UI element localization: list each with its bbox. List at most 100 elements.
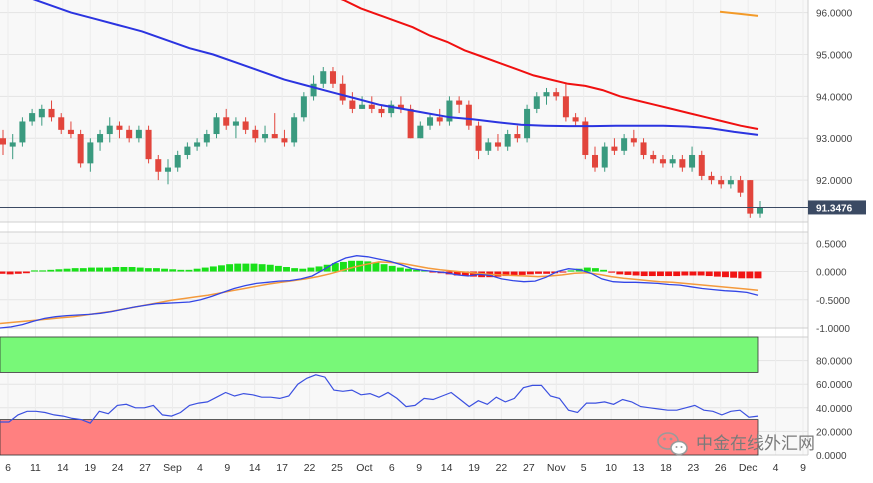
macd-histogram-bar: [299, 268, 307, 272]
current-price-value: 91.3476: [816, 203, 853, 214]
macd-histogram-bar: [71, 268, 79, 272]
candle-body: [203, 134, 210, 143]
macd-histogram-bar: [348, 260, 356, 272]
candle-body: [650, 154, 657, 160]
candle-body: [427, 117, 434, 126]
y-tick-label: 20.0000: [816, 427, 853, 438]
x-tick-label: Nov: [547, 462, 566, 474]
macd-histogram-bar: [0, 271, 6, 274]
macd-histogram-bar: [372, 262, 380, 272]
candle-body: [232, 121, 239, 126]
watermark-text: 中金在线外汇网: [696, 434, 815, 454]
candle-body: [349, 100, 356, 109]
rsi-line: [0, 374, 759, 424]
x-tick-label: 4: [197, 462, 203, 474]
candle-body: [689, 154, 696, 168]
y-tick-label: 92.0000: [816, 176, 853, 187]
candle-body: [601, 146, 608, 168]
y-tick-label: 0.5000: [816, 239, 847, 250]
x-tick-label: 6: [5, 462, 11, 474]
macd-histogram-bar: [209, 266, 217, 272]
candle-body: [223, 117, 230, 126]
y-tick-label: 60.0000: [816, 380, 853, 391]
y-tick-label: 95.0000: [816, 50, 853, 61]
candle-body: [747, 180, 754, 214]
x-axis-labels: 6 11 14 19 24 27 Sep 4 9 14 17 22 25 Oct 6 9 14 19 22 27 Nov…: [5, 462, 806, 474]
x-tick-label: 19: [84, 462, 96, 474]
candle-body: [213, 117, 220, 135]
macd-histogram-bar: [746, 271, 754, 279]
macd-histogram-bar: [161, 268, 169, 272]
candle-body: [0, 138, 7, 145]
macd-histogram-bar: [31, 270, 38, 272]
candle-body: [475, 125, 482, 151]
candle-body: [310, 83, 317, 97]
price-panel: [0, 0, 808, 222]
x-tick-label: 11: [30, 462, 41, 474]
macd-histogram-bar: [258, 264, 266, 272]
candle-body: [494, 142, 501, 147]
macd-histogram-bar: [730, 271, 738, 278]
macd-histogram-bar: [624, 271, 632, 275]
macd-histogram-bar: [177, 269, 185, 272]
macd-histogram-bar: [96, 267, 104, 272]
macd-histogram-bar: [266, 264, 274, 272]
x-tick-label: 27: [139, 462, 151, 474]
x-tick-label: 17: [276, 462, 288, 474]
candle-body: [252, 129, 259, 139]
candle-body: [329, 71, 336, 84]
candle-body: [19, 121, 26, 143]
x-tick-label: 13: [633, 462, 645, 474]
macd-histogram-bar: [128, 267, 136, 272]
x-tick-label: 14: [441, 462, 453, 474]
y-tick-label: -0.5000: [816, 296, 850, 307]
macd-histogram-bar: [600, 269, 608, 272]
macd-histogram-bar: [722, 271, 729, 278]
macd-histogram-bar: [120, 267, 128, 272]
candle-body: [339, 83, 346, 101]
candle-body: [436, 117, 443, 122]
macd-histogram-bar: [234, 263, 242, 272]
candle-body: [592, 154, 599, 168]
watermark: 中金在线外汇网: [657, 432, 815, 456]
candle-body: [388, 104, 395, 114]
macd-histogram-bar: [185, 269, 193, 272]
moving-average-line: [719, 10, 759, 17]
candle-body: [669, 159, 676, 164]
candle-body: [67, 129, 74, 135]
candle-body: [630, 138, 637, 143]
macd-histogram-bar: [144, 268, 152, 272]
macd-histogram-bar: [283, 267, 290, 272]
candle-body: [164, 167, 171, 172]
candle-body: [562, 96, 569, 118]
moving-average-line: [340, 0, 759, 130]
candle-body: [194, 142, 201, 147]
candle-body: [727, 180, 734, 185]
x-tick-label: 6: [389, 462, 395, 474]
macd-histogram-bar: [738, 271, 746, 279]
macd-histogram-bar: [567, 270, 575, 272]
candle-body: [262, 134, 269, 139]
y-tick-label: 96.0000: [816, 9, 853, 20]
macd-histogram-bar: [470, 271, 477, 277]
x-tick-label: 27: [523, 462, 535, 474]
macd-histogram-bar: [39, 270, 47, 272]
candle-body: [737, 180, 744, 193]
x-tick-label: 24: [112, 462, 124, 474]
candle-body: [291, 117, 298, 143]
moving-average-line: [32, 0, 759, 136]
current-price-tag: [808, 200, 866, 215]
y-tick-label: 80.0000: [816, 357, 853, 368]
candle-body: [659, 159, 666, 164]
candle-body: [38, 108, 45, 118]
candle-body: [174, 154, 181, 168]
macd-histogram-bar: [152, 268, 160, 272]
candle-body: [242, 121, 249, 130]
macd-histogram-bar: [250, 263, 258, 272]
macd-histogram-bar: [6, 271, 14, 275]
candle-body: [126, 129, 133, 139]
x-tick-label: 9: [224, 462, 230, 474]
candle-body: [359, 104, 366, 109]
candle-body: [145, 129, 152, 160]
x-tick-label: 14: [57, 462, 69, 474]
